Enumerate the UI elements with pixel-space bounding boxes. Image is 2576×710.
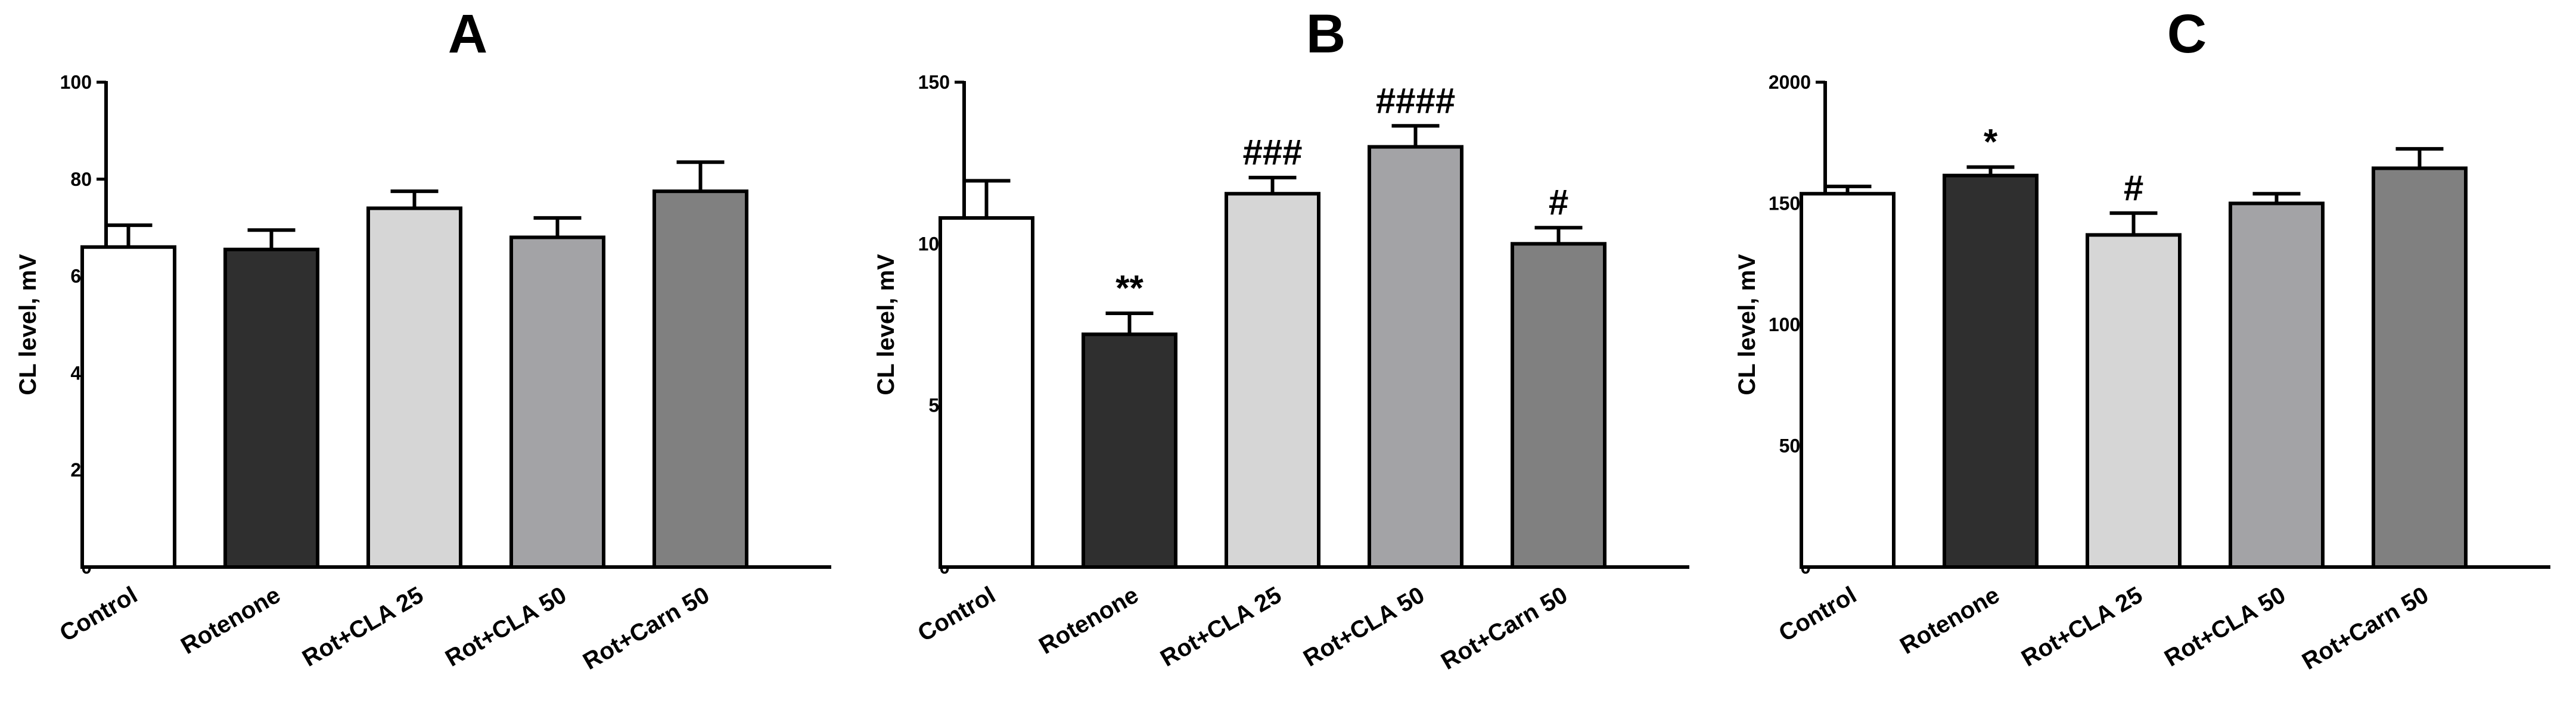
x-tick-label: Rotenone (1034, 582, 1143, 659)
significance-label: # (1549, 182, 1568, 222)
bar (1368, 145, 1463, 569)
bar (1511, 242, 1606, 569)
x-tick-label: Rot+CLA 50 (2160, 582, 2290, 672)
bar (366, 206, 462, 569)
bar (2372, 166, 2468, 569)
panel-title: C (2167, 4, 2207, 64)
panel-c: CCL level, mV0500100015002000Control*Rot… (1734, 4, 2550, 675)
x-tick-label: Rot+CLA 50 (1299, 582, 1429, 672)
bar (1225, 192, 1320, 569)
panel-title: A (448, 4, 487, 64)
x-tick-label: Rot+Carn 50 (1437, 582, 1572, 675)
x-tick-label: Rotenone (1896, 582, 2004, 659)
significance-label: #### (1376, 80, 1455, 120)
x-tick-label: Rot+CLA 50 (441, 582, 571, 672)
x-tick-label: Control (1775, 582, 1861, 647)
x-tick-label: Rot+CLA 25 (1156, 582, 1286, 672)
bar (1082, 332, 1177, 569)
y-tick-label: 100 (60, 71, 92, 93)
significance-label: * (1984, 122, 1998, 161)
y-tick-label: 150 (918, 71, 950, 93)
bar (939, 216, 1034, 569)
x-tick-label: Rot+Carn 50 (579, 582, 714, 675)
significance-label: ### (1242, 132, 1302, 172)
bar (1943, 173, 2039, 569)
x-tick-label: Control (55, 582, 142, 647)
significance-label: # (2124, 168, 2143, 208)
panel-b: BCL level, mV050100150Control**Rotenone#… (873, 4, 1689, 675)
bar (2086, 233, 2182, 569)
y-axis-label: CL level, mV (1734, 254, 1760, 395)
y-axis-label: CL level, mV (15, 254, 41, 395)
x-tick-label: Rotenone (176, 582, 285, 659)
bar (80, 245, 176, 569)
bar (2229, 201, 2325, 569)
y-axis-label: CL level, mV (873, 254, 899, 395)
x-tick-label: Rot+CLA 25 (2017, 582, 2147, 672)
x-tick-label: Rot+Carn 50 (2298, 582, 2433, 675)
panel-a: ACL level, mV020406080100ControlRotenone… (15, 4, 831, 675)
bar (1800, 192, 1896, 569)
significance-label: ** (1115, 268, 1143, 308)
x-tick-label: Rot+CLA 25 (298, 582, 428, 672)
bar (223, 247, 319, 569)
y-tick-label: 80 (70, 169, 92, 190)
x-tick-label: Control (913, 582, 1000, 647)
bar (509, 235, 605, 569)
bar (652, 189, 748, 569)
panel-title: B (1306, 4, 1346, 64)
y-tick-label: 2000 (1769, 71, 1811, 93)
